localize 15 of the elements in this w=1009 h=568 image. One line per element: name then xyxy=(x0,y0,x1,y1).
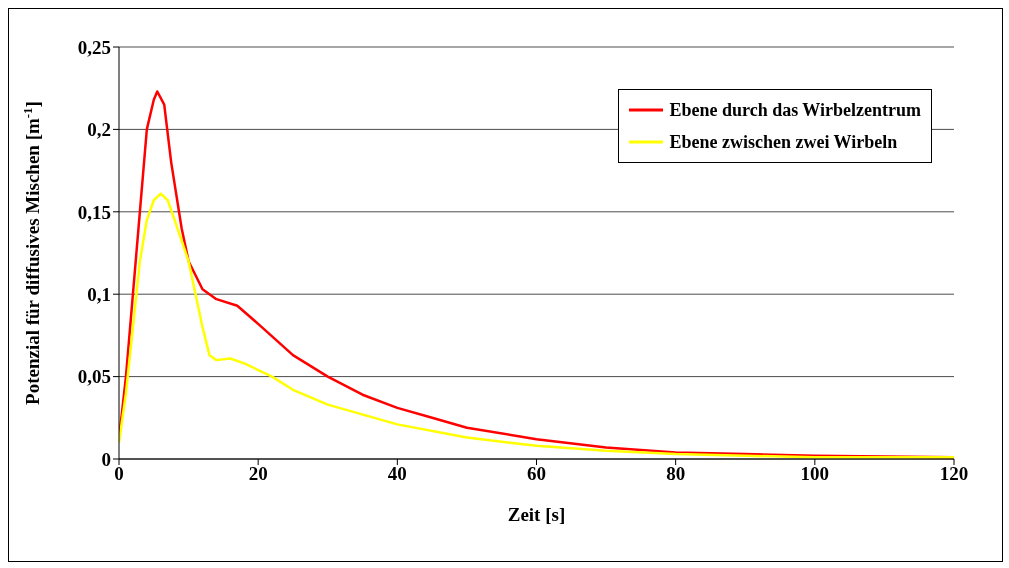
x-tick-label: 20 xyxy=(248,463,268,485)
y-tick-label: 0 xyxy=(101,448,111,470)
y-tick-label: 0,2 xyxy=(87,119,111,141)
y-tick-label: 0,15 xyxy=(77,201,111,223)
y-tick-label: 0,1 xyxy=(87,283,111,305)
y-tick-label: 0,25 xyxy=(77,36,111,58)
x-tick-label: 60 xyxy=(527,463,546,485)
x-tick-label: 100 xyxy=(800,463,830,485)
x-tick-label: 80 xyxy=(666,463,686,485)
y-tick-label: 0,05 xyxy=(77,366,111,388)
legend-label: Ebene zwischen zwei Wirbeln xyxy=(669,131,898,153)
x-tick-label: 120 xyxy=(939,463,969,485)
legend-label: Ebene durch das Wirbelzentrum xyxy=(669,99,921,121)
x-axis-title: Zeit [s] xyxy=(507,504,566,525)
x-tick-label: 40 xyxy=(387,463,407,485)
